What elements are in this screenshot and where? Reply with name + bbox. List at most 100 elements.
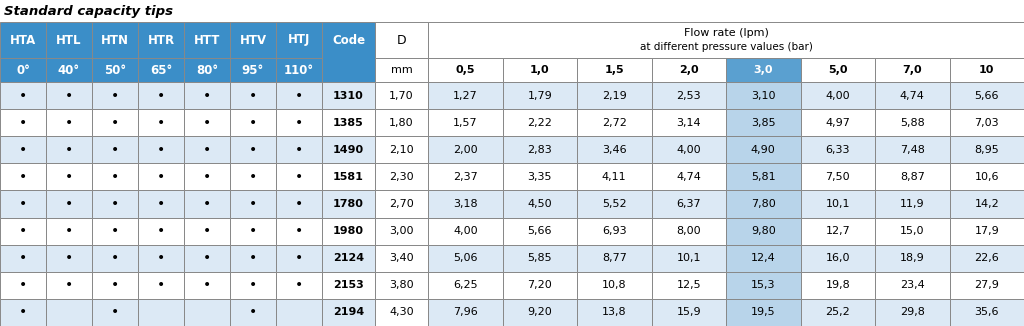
- Text: 9,20: 9,20: [527, 307, 552, 318]
- Bar: [651, 190, 726, 217]
- Text: 35,6: 35,6: [975, 307, 999, 318]
- Bar: [0, 22, 46, 58]
- Text: •: •: [111, 278, 119, 292]
- Bar: [874, 190, 949, 217]
- Bar: [577, 272, 651, 299]
- Bar: [0, 217, 46, 245]
- Text: •: •: [249, 143, 257, 157]
- Bar: [46, 22, 92, 58]
- Text: 7,48: 7,48: [900, 145, 925, 155]
- Text: 4,50: 4,50: [527, 199, 552, 209]
- Bar: [230, 136, 276, 163]
- Bar: [375, 22, 428, 58]
- Text: •: •: [157, 143, 165, 157]
- Bar: [184, 136, 230, 163]
- Text: 5,06: 5,06: [453, 253, 477, 263]
- Bar: [230, 272, 276, 299]
- Bar: [428, 272, 503, 299]
- Bar: [230, 190, 276, 217]
- Text: •: •: [111, 170, 119, 184]
- Text: 2,37: 2,37: [453, 172, 477, 182]
- Bar: [949, 217, 1024, 245]
- Bar: [92, 245, 138, 272]
- Text: 23,4: 23,4: [900, 280, 925, 290]
- Bar: [428, 22, 1024, 58]
- Text: 15,9: 15,9: [677, 307, 701, 318]
- Bar: [577, 217, 651, 245]
- Bar: [184, 190, 230, 217]
- Bar: [949, 272, 1024, 299]
- Text: 3,14: 3,14: [677, 118, 701, 128]
- Text: 13,8: 13,8: [602, 307, 627, 318]
- Bar: [651, 109, 726, 136]
- Bar: [138, 190, 184, 217]
- Bar: [322, 109, 375, 136]
- Text: 11,9: 11,9: [900, 199, 925, 209]
- Text: 5,85: 5,85: [527, 253, 552, 263]
- Bar: [375, 217, 428, 245]
- Bar: [651, 58, 726, 82]
- Text: 3,85: 3,85: [751, 118, 775, 128]
- Bar: [503, 217, 577, 245]
- Text: 95°: 95°: [242, 64, 264, 77]
- Text: 12,7: 12,7: [825, 226, 850, 236]
- Bar: [874, 217, 949, 245]
- Text: 7,96: 7,96: [453, 307, 477, 318]
- Bar: [322, 82, 375, 109]
- Text: •: •: [18, 278, 27, 292]
- Text: HTA: HTA: [10, 34, 36, 47]
- Bar: [138, 272, 184, 299]
- Bar: [230, 163, 276, 190]
- Text: 18,9: 18,9: [900, 253, 925, 263]
- Text: 80°: 80°: [196, 64, 218, 77]
- Text: HTL: HTL: [56, 34, 82, 47]
- Bar: [0, 136, 46, 163]
- Bar: [874, 136, 949, 163]
- Bar: [428, 163, 503, 190]
- Text: •: •: [203, 89, 211, 103]
- Text: 7,20: 7,20: [527, 280, 552, 290]
- Bar: [46, 272, 92, 299]
- Bar: [138, 22, 184, 58]
- Text: •: •: [295, 143, 303, 157]
- Bar: [0, 58, 46, 82]
- Bar: [92, 22, 138, 58]
- Bar: [46, 190, 92, 217]
- Bar: [577, 245, 651, 272]
- Text: •: •: [295, 170, 303, 184]
- Bar: [230, 245, 276, 272]
- Text: 7,0: 7,0: [902, 65, 922, 75]
- Text: •: •: [295, 251, 303, 265]
- Text: •: •: [203, 251, 211, 265]
- Bar: [726, 217, 801, 245]
- Bar: [276, 82, 322, 109]
- Bar: [92, 58, 138, 82]
- Bar: [0, 272, 46, 299]
- Bar: [184, 217, 230, 245]
- Bar: [138, 58, 184, 82]
- Text: •: •: [18, 116, 27, 130]
- Bar: [0, 190, 46, 217]
- Text: 6,25: 6,25: [453, 280, 477, 290]
- Bar: [0, 299, 46, 326]
- Bar: [577, 299, 651, 326]
- Text: 1385: 1385: [333, 118, 364, 128]
- Text: •: •: [111, 224, 119, 238]
- Bar: [375, 299, 428, 326]
- Text: •: •: [203, 143, 211, 157]
- Bar: [801, 245, 874, 272]
- Text: 3,0: 3,0: [754, 65, 773, 75]
- Text: 8,87: 8,87: [900, 172, 925, 182]
- Text: •: •: [65, 278, 73, 292]
- Text: 3,18: 3,18: [453, 199, 477, 209]
- Bar: [276, 136, 322, 163]
- Text: •: •: [65, 197, 73, 211]
- Bar: [428, 299, 503, 326]
- Bar: [375, 58, 428, 82]
- Bar: [949, 163, 1024, 190]
- Bar: [577, 109, 651, 136]
- Bar: [276, 245, 322, 272]
- Text: 10,1: 10,1: [677, 253, 701, 263]
- Text: 2,22: 2,22: [527, 118, 552, 128]
- Bar: [322, 136, 375, 163]
